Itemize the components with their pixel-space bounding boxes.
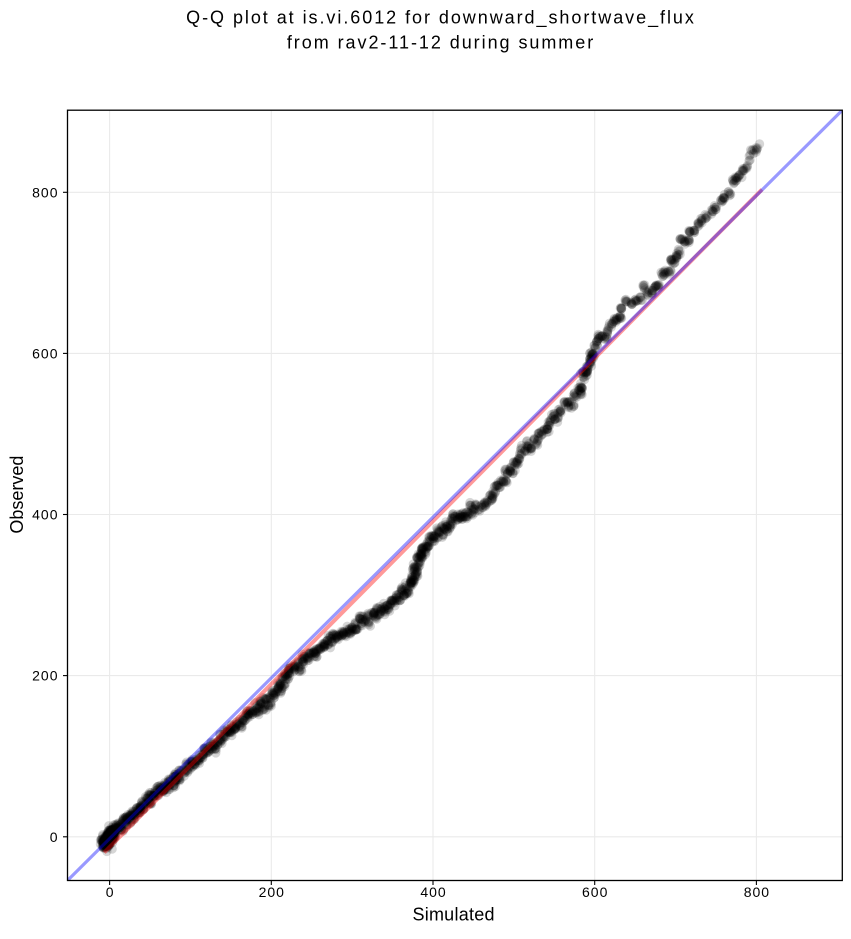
svg-text:200: 200 <box>259 884 285 900</box>
svg-text:Simulated: Simulated <box>412 905 494 925</box>
svg-text:0: 0 <box>50 829 59 845</box>
svg-text:600: 600 <box>582 884 608 900</box>
svg-text:Q-Q plot at is.vi.6012 for dow: Q-Q plot at is.vi.6012 for downward_shor… <box>186 8 696 29</box>
svg-text:Observed: Observed <box>7 456 27 534</box>
svg-text:400: 400 <box>32 507 58 523</box>
svg-text:400: 400 <box>420 884 446 900</box>
svg-text:800: 800 <box>744 884 770 900</box>
svg-text:800: 800 <box>32 184 58 200</box>
svg-text:0: 0 <box>106 884 115 900</box>
svg-text:600: 600 <box>32 345 58 361</box>
svg-text:from rav2-11-12 during summer: from rav2-11-12 during summer <box>287 33 595 53</box>
svg-text:200: 200 <box>32 668 58 684</box>
